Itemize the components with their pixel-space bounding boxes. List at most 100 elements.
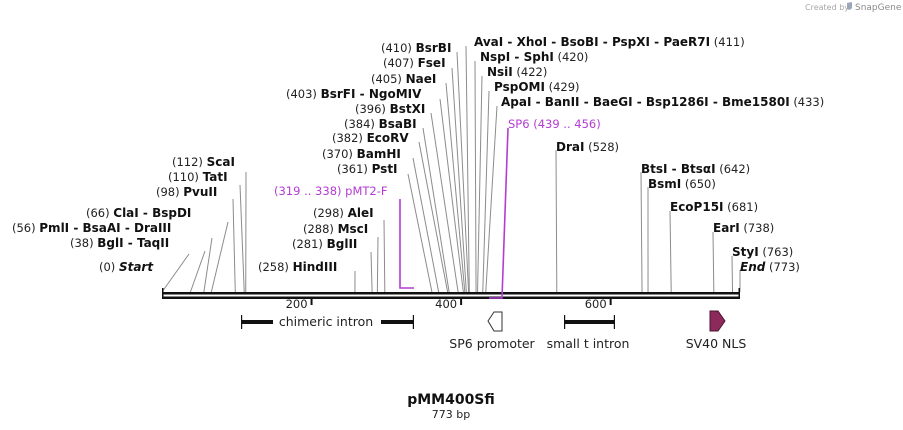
enzyme-name: BsoBI (560, 35, 598, 49)
tick-label: 600 (585, 297, 607, 311)
site-line (451, 67, 467, 293)
backbone-strand-bottom (162, 296, 740, 299)
site-line (422, 127, 450, 293)
site-line (370, 251, 373, 293)
site-line (731, 255, 734, 293)
enzyme-name: EarI (713, 221, 740, 235)
site-label: (382) EcoRV (332, 131, 409, 145)
site-pspomi: PspOMI (429) (482, 80, 580, 293)
site-position: (281) (292, 237, 323, 251)
site-position: (410) (381, 41, 412, 55)
site-label: ApaI - BanII - BaeGI - Bsp1286I - Bme158… (501, 95, 824, 109)
site-position: (384) (344, 117, 375, 131)
site-ecop15i: EcoP15I (681) (669, 200, 758, 293)
site-position: (429) (549, 80, 580, 94)
site-label: EcoP15I (681) (670, 200, 758, 214)
site-apai: ApaI - BanII - BaeGI - Bsp1286I - Bme158… (485, 95, 824, 293)
snapgene-credit: Created by SnapGene (805, 2, 902, 13)
site-label: PspOMI (429) (494, 80, 580, 94)
site-line (482, 90, 490, 293)
backbone-start-cap (162, 288, 164, 299)
site-position: (38) (70, 236, 94, 250)
site-nsii: NsiI (422) (477, 65, 547, 293)
primer-label: (319 .. 338) pMT2-F (274, 184, 387, 198)
enzyme-name: PspOMI (494, 80, 545, 94)
enzyme-name: Bme1580I (722, 95, 790, 109)
enzyme-name: BsaAI (83, 221, 121, 235)
enzyme-name: AleI (348, 206, 374, 220)
enzyme-name: BsrFI (321, 87, 356, 101)
site-line (445, 82, 466, 293)
site-alei: (298) AleI (313, 206, 386, 293)
site-bsrfi: (403) BsrFI - NgoMIV (286, 87, 464, 293)
site-line (232, 198, 236, 293)
site-label: StyI (763) (732, 245, 793, 259)
site-fsei: (407) FseI (383, 56, 467, 293)
enzyme-name: NgoMIV (369, 87, 422, 101)
site-label: (0) Start (99, 260, 154, 274)
credit-prefix: Created by (805, 3, 849, 12)
site-label: (396) BstXI (355, 102, 425, 116)
site-line (474, 60, 477, 293)
site-bglii: (281) BglII (292, 237, 373, 293)
site-position: (361) (337, 162, 368, 176)
enzyme-name: MscI (338, 222, 369, 236)
enzyme-name: BsaBI (379, 117, 417, 131)
site-label: End (773) (740, 260, 800, 274)
site-position: (403) (286, 87, 317, 101)
site-position: (422) (516, 65, 547, 79)
enzyme-name: ScaI (207, 155, 235, 169)
site-label: (56) PmlI - BsaAI - DraIII (12, 221, 171, 235)
enzyme-name: ClaI (113, 206, 138, 220)
site-position: (288) (303, 222, 334, 236)
site-line (407, 173, 433, 293)
enzyme-name: TaqII (137, 236, 169, 250)
enzyme-name: BanII (545, 95, 580, 109)
site-start: (0) Start (99, 253, 190, 293)
site-line (412, 157, 440, 293)
site-naei: (405) NaeI (371, 72, 466, 293)
site-line (669, 210, 672, 293)
enzyme-name: BspDI (152, 206, 191, 220)
enzyme-name: BaeGI (593, 95, 633, 109)
intron-bar (564, 320, 615, 324)
site-line (465, 45, 470, 293)
site-position: (66) (86, 206, 110, 220)
tick-label: 400 (435, 297, 457, 311)
tick-mark (609, 297, 612, 305)
site-line (430, 112, 459, 293)
site-line (376, 236, 379, 293)
enzyme-name: PspXI (612, 35, 650, 49)
site-label: (281) BglII (292, 237, 357, 251)
primer-line (399, 199, 414, 289)
site-label: BsmI (650) (648, 177, 716, 191)
enzyme-name: Start (119, 260, 154, 274)
site-position: (528) (588, 140, 619, 154)
site-position: (738) (743, 221, 774, 235)
site-position: (420) (558, 50, 589, 64)
site-line (383, 219, 386, 293)
tick-mark (310, 297, 313, 305)
feature-label: small t intron (547, 336, 630, 351)
site-position: (650) (685, 177, 716, 191)
site-position: (370) (322, 147, 353, 161)
site-label: NsiI (422) (487, 65, 547, 79)
enzyme-name: SphI (524, 50, 554, 64)
enzyme-name: DraI (556, 140, 584, 154)
credit-brand: SnapGene (855, 3, 902, 13)
enzyme-name: Bsp1286I (646, 95, 709, 109)
feature-small-t-intron: small t intron (547, 315, 630, 351)
site-styi: StyI (763) (731, 245, 793, 293)
enzyme-name: BstXI (390, 102, 426, 116)
enzyme-name: End (740, 260, 766, 274)
enzyme-name: BtsαI (681, 162, 716, 176)
site-label: (110) TatI (168, 170, 228, 184)
site-line (210, 221, 229, 293)
site-label: AvaI - XhoI - BsoBI - PspXI - PaeR7I (41… (474, 35, 745, 49)
enzyme-name: NaeI (406, 72, 437, 86)
site-pvuii: (98) PvuII (156, 185, 236, 293)
site-label: (405) NaeI (371, 72, 436, 86)
site-label: DraI (528) (556, 140, 619, 154)
primer-pmt2-f: (319 .. 338) pMT2-F (274, 184, 414, 289)
